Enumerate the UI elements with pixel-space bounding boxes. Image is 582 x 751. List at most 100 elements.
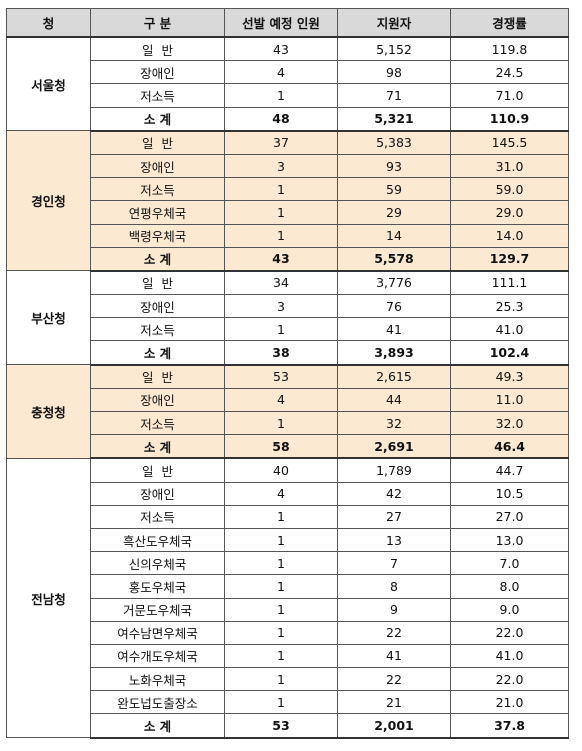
header-cell: 구 분 (90, 8, 225, 38)
table-cell: 43 (224, 246, 338, 272)
table-cell: 저소득 (90, 504, 225, 529)
table-cell: 2,001 (337, 713, 451, 739)
table-cell: 8 (337, 574, 451, 599)
table-cell: 1 (224, 504, 338, 529)
table-cell: 41 (337, 643, 451, 669)
table-cell: 1 (224, 177, 338, 202)
table-row: 장애인 4 42 10.5 (7, 481, 569, 506)
table-cell: 장애인 (90, 481, 225, 506)
region-group: 서울청 일 반 43 5,152 119.8 장애인 4 98 24.5 저소득 1 71 71.0 소 … (6, 36, 569, 132)
table-cell: 3 (224, 153, 338, 179)
table-cell: 59 (337, 177, 451, 202)
table-cell: 119.8 (450, 36, 569, 62)
table-row: 저소득 1 32 32.0 (7, 410, 569, 436)
table-cell: 여수개도우체국 (90, 643, 225, 669)
table-cell: 24.5 (450, 60, 569, 85)
table-cell: 흑산도우체국 (90, 527, 225, 553)
table-cell: 저소득 (90, 410, 225, 436)
table-cell: 소 계 (90, 434, 225, 460)
table-cell: 9 (337, 597, 451, 622)
table-cell: 22.0 (450, 667, 569, 692)
region-cell: 전남청 (6, 457, 91, 739)
table-cell: 25.3 (450, 294, 569, 319)
table-cell: 48 (224, 106, 338, 132)
header-cell: 선발 예정 인원 (224, 8, 338, 38)
table-cell: 32.0 (450, 410, 569, 436)
table-cell: 32 (337, 410, 451, 436)
region-group: 충청청 일 반 53 2,615 49.3 장애인 4 44 11.0 저소득 1 32 32.0 소 계… (6, 364, 569, 460)
table-cell: 9.0 (450, 597, 569, 622)
table-row: 소 계 38 3,893 102.4 (7, 340, 569, 366)
region-group: 경인청 일 반 37 5,383 145.5 장애인 3 93 31.0 저소득 1 59 59.0 연평… (6, 130, 569, 272)
table-cell: 3,776 (337, 270, 451, 296)
table-cell: 저소득 (90, 177, 225, 202)
header-cell: 청 (6, 8, 91, 38)
table-cell: 1 (224, 83, 338, 108)
region-cell: 서울청 (6, 36, 91, 132)
table-row: 소 계 43 5,578 129.7 (7, 246, 569, 272)
table-cell: 3,893 (337, 340, 451, 366)
table-cell: 40 (224, 457, 338, 483)
table-cell: 7.0 (450, 551, 569, 576)
table-cell: 34 (224, 270, 338, 296)
region-cell: 부산청 (6, 270, 91, 366)
table-cell: 29.0 (450, 200, 569, 225)
table-row: 완도넙도출장소 1 21 21.0 (7, 690, 569, 715)
table-row: 경인청 일 반 37 5,383 145.5 (6, 130, 569, 272)
table-cell: 58 (224, 434, 338, 460)
table-cell: 53 (224, 713, 338, 739)
table-row: 소 계 58 2,691 46.4 (7, 434, 569, 460)
table-row: 거문도우체국 1 9 9.0 (7, 597, 569, 622)
table-cell: 여수남면우체국 (90, 620, 225, 645)
table-cell: 5,321 (337, 106, 451, 132)
region-group: 전남청 일 반 40 1,789 44.7 장애인 4 42 10.5 저소득 1 27 27.0 흑산도… (6, 457, 569, 739)
table-cell: 111.1 (450, 270, 569, 296)
table-cell: 22.0 (450, 620, 569, 645)
table-cell: 93 (337, 153, 451, 179)
table-cell: 소 계 (90, 713, 225, 739)
table-cell: 일 반 (90, 270, 225, 296)
table-cell: 129.7 (450, 246, 569, 272)
header-cell: 경쟁률 (450, 8, 569, 38)
table-cell: 백령우체국 (90, 223, 225, 248)
table-cell: 71.0 (450, 83, 569, 108)
table-cell: 거문도우체국 (90, 597, 225, 622)
table-cell: 22 (337, 620, 451, 645)
table-row: 장애인 3 76 25.3 (7, 294, 569, 319)
region-group: 부산청 일 반 34 3,776 111.1 장애인 3 76 25.3 저소득 1 41 41.0 소 … (6, 270, 569, 366)
table-cell: 1 (224, 551, 338, 576)
table-row: 노화우체국 1 22 22.0 (7, 667, 569, 692)
table-row: 저소득 1 71 71.0 (7, 83, 569, 108)
table-cell: 5,152 (337, 36, 451, 62)
table-cell: 1 (224, 690, 338, 715)
table-cell: 7 (337, 551, 451, 576)
region-cell: 충청청 (6, 364, 91, 459)
table-cell: 41 (337, 317, 451, 342)
table-cell: 1 (224, 527, 338, 553)
table-cell: 21.0 (450, 690, 569, 715)
region-cell: 경인청 (6, 130, 91, 272)
table-cell: 4 (224, 60, 338, 85)
table-cell: 장애인 (90, 60, 225, 85)
table-cell: 29 (337, 200, 451, 225)
table-cell: 1 (224, 223, 338, 248)
table-cell: 41.0 (450, 317, 569, 342)
table-cell: 44.7 (450, 457, 569, 483)
table-cell: 1 (224, 317, 338, 342)
table-cell: 5,383 (337, 130, 451, 155)
table-row: 여수개도우체국 1 41 41.0 (7, 643, 569, 669)
table-row: 전남청 일 반 40 1,789 44.7 (6, 457, 569, 739)
table-cell: 1 (224, 597, 338, 622)
table-cell: 연평우체국 (90, 200, 225, 225)
table-cell: 110.9 (450, 106, 569, 132)
table-row: 충청청 일 반 53 2,615 49.3 (6, 364, 569, 459)
table-cell: 4 (224, 481, 338, 506)
table-row: 장애인 3 93 31.0 (7, 153, 569, 179)
table-row: 부산청 일 반 34 3,776 111.1 (6, 270, 569, 366)
table-cell: 102.4 (450, 340, 569, 366)
table-cell: 완도넙도출장소 (90, 690, 225, 715)
table-cell: 일 반 (90, 36, 225, 62)
